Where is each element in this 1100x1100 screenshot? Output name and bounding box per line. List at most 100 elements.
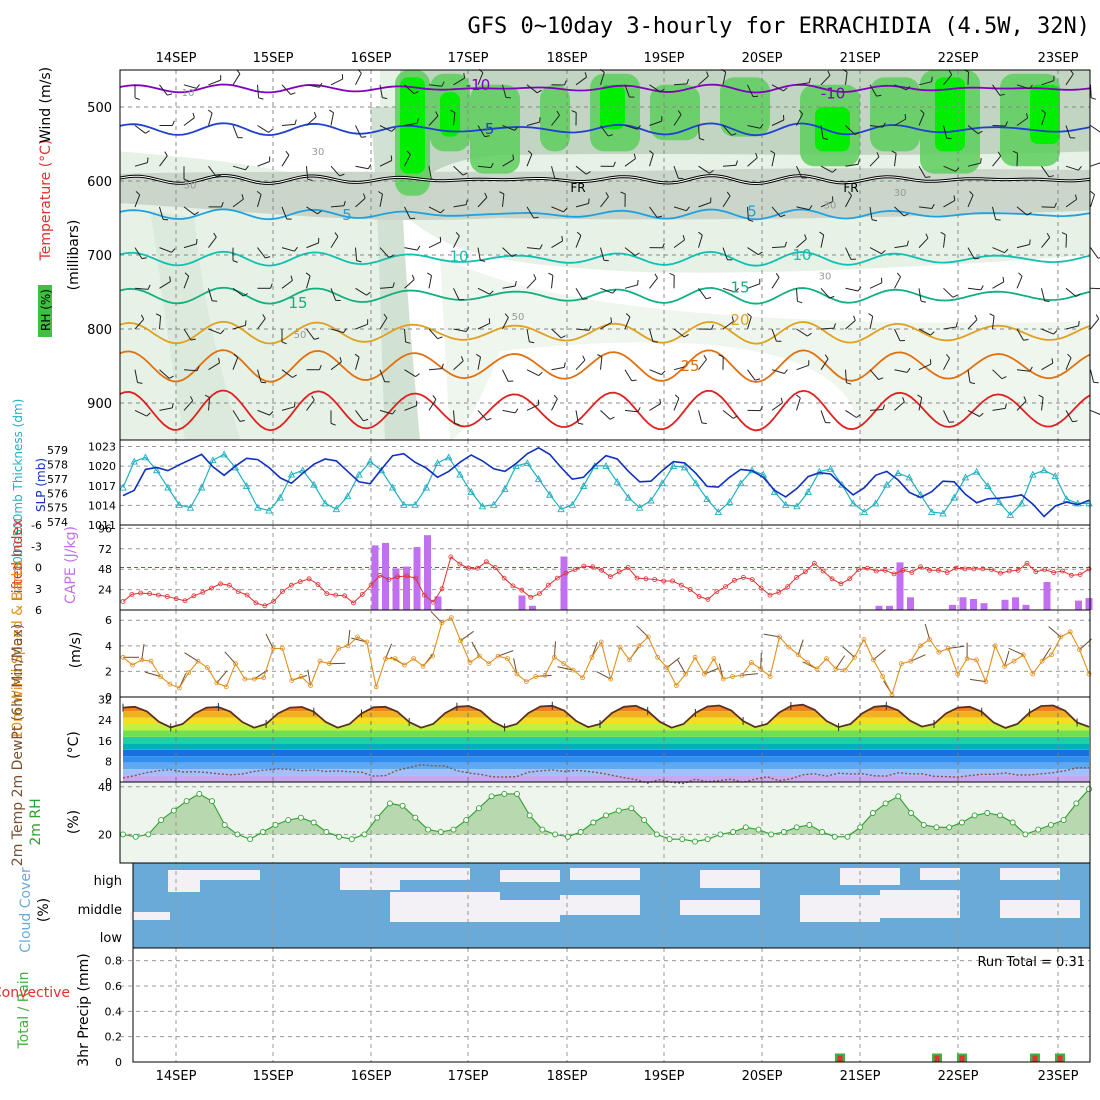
lifted-index-point (785, 584, 791, 589)
wind-barb (1090, 194, 1095, 208)
wind-barb (967, 319, 978, 330)
wind-barb (159, 407, 173, 411)
rh-contour-label: 30 (184, 180, 197, 191)
rh2m-point (348, 836, 355, 843)
wind-barb (698, 202, 711, 208)
rh2m-point (196, 790, 203, 797)
wind-barb (502, 369, 509, 382)
temp-band (123, 769, 1089, 776)
wind10m-point (420, 663, 426, 669)
rh-shade-light (440, 255, 1090, 440)
wind-barb (183, 276, 190, 289)
rh2m-point (933, 824, 940, 831)
precip-convective-bar (959, 1055, 965, 1062)
wind10m-point (533, 674, 539, 679)
lifted-index-point (253, 600, 259, 606)
wind-barb (183, 117, 195, 126)
cape-bar (518, 595, 526, 610)
rh2m-point (1047, 821, 1054, 828)
wind-barb (624, 409, 638, 413)
wind-barb (208, 328, 221, 335)
lifted-index-point (368, 582, 374, 588)
rh-shade-bright (815, 107, 850, 152)
lifted-index-point (191, 593, 197, 599)
wind-barb (600, 247, 605, 261)
wind-barb (306, 116, 317, 126)
wind-barb-flag (698, 231, 703, 236)
wind10m-point (355, 634, 360, 640)
cape-bar (959, 597, 967, 611)
rh2m-point (1022, 831, 1029, 838)
wind-barb (208, 112, 213, 126)
thickness-point (1051, 472, 1060, 479)
wind10m-point (814, 666, 820, 672)
wind-barb (1016, 84, 1030, 90)
wind-barb-flag (857, 159, 860, 165)
lifted-index-point (776, 589, 782, 595)
wind-barb-flag (245, 165, 249, 171)
wind-barb-10m (704, 667, 720, 675)
lifted-index-point (767, 592, 773, 598)
wind-barb-10m (141, 644, 145, 660)
slp-tick: 1020 (88, 460, 116, 473)
thickness-point (422, 483, 431, 491)
wind-barb (502, 159, 514, 167)
lifted-index-point (856, 567, 861, 572)
wind-barb-10m (760, 652, 762, 669)
wind-barb-10m (430, 610, 443, 624)
wind10m-point (1049, 652, 1054, 658)
lifted-index-point (466, 565, 472, 571)
thickness-point (703, 495, 711, 503)
wind-barb (330, 205, 345, 208)
thickness-point (591, 461, 599, 469)
lifted-index-point (306, 576, 312, 582)
wind-barb-flag (511, 253, 517, 257)
wind10m-point (786, 644, 792, 650)
wind-barb (551, 398, 558, 411)
wind-barb-flag (146, 412, 151, 417)
wind-barb-flag (576, 231, 582, 236)
wind-barb (257, 194, 262, 208)
thickness-point (950, 493, 958, 501)
wind-barb-flag (1075, 194, 1078, 200)
wind-barb (428, 399, 437, 411)
wind10m-point (223, 684, 229, 690)
wind-barb-flag (804, 234, 807, 240)
wind-barb-flag (808, 205, 813, 210)
wind-barb (257, 84, 260, 98)
wind-barb-flag (1067, 353, 1072, 359)
wind-barb (771, 246, 786, 249)
wind-barb (918, 165, 926, 178)
wind-barb (967, 162, 981, 167)
wind-barb (624, 284, 638, 289)
lifted-index-line (122, 556, 1090, 607)
rh2m-point (946, 824, 953, 831)
wind-barb-flag (902, 397, 905, 403)
wind-barb-flag (533, 274, 537, 280)
wind-barb (551, 166, 556, 179)
wind-barb-flag (925, 233, 929, 239)
wind-barb-flag (311, 395, 315, 401)
wind-barb-flag (285, 150, 290, 156)
thickness-point (276, 493, 285, 501)
rh-shade-mid (150, 210, 240, 440)
wind10m-point (655, 654, 660, 660)
wind-barb-flag (239, 420, 245, 422)
thickness-point (197, 483, 206, 491)
thickness-point (602, 461, 610, 469)
wind-barb-flag (974, 257, 980, 260)
wind-barb (869, 156, 880, 167)
date-label-bottom: 15SEP (253, 1069, 294, 1084)
rh2m-axis-label: 2m RH (28, 798, 44, 845)
temp-band (120, 698, 1090, 704)
wind10m-point (739, 672, 745, 678)
thickness-point (119, 483, 127, 491)
wind-barb (943, 125, 948, 139)
wind-barb (575, 410, 579, 424)
date-label-top: 18SEP (547, 51, 588, 66)
wind-barb (502, 409, 516, 414)
cloud-gap (920, 868, 960, 880)
cloud-gap (340, 868, 400, 890)
wind-barb-flag (416, 245, 421, 251)
wind10m-point (505, 656, 510, 661)
